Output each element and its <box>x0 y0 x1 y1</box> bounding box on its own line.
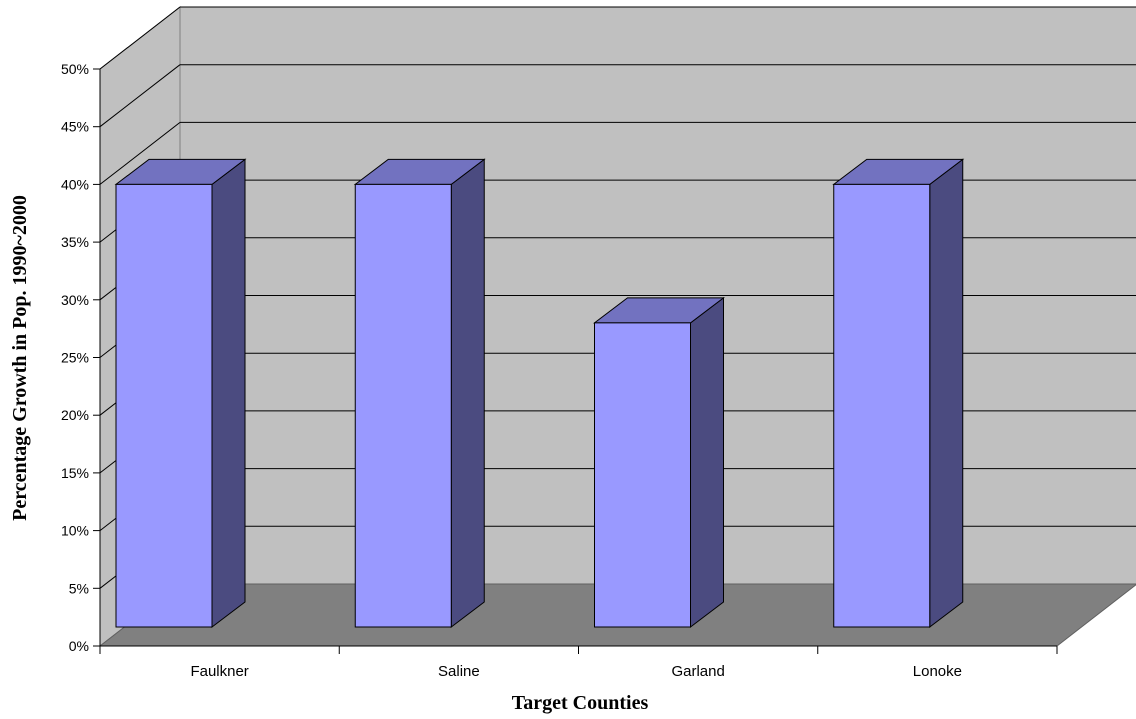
bar <box>353 158 486 629</box>
x-axis-title: Target Counties <box>512 692 649 714</box>
axes <box>93 68 1058 654</box>
x-category-label: Garland <box>671 663 724 680</box>
y-tick-label: 35% <box>61 234 89 250</box>
x-category-labels: Faulkner Saline Garland Lonoke <box>190 663 962 680</box>
bar-front <box>594 322 691 628</box>
gridline-side <box>99 122 181 185</box>
y-axis-title: Percentage Growth in Pop. 1990~2000 <box>9 195 31 521</box>
bar <box>593 296 725 629</box>
bar-front <box>833 183 931 628</box>
x-category-label: Lonoke <box>913 663 962 680</box>
bar <box>832 158 965 629</box>
y-tick-label: 45% <box>61 119 89 135</box>
bar-front <box>354 183 452 628</box>
bar-side <box>929 158 964 629</box>
y-tick-label: 30% <box>61 292 89 308</box>
gridline-side <box>99 6 181 70</box>
y-tick-labels: 0% 5% 10% 15% 20% 25% 30% 35% 40% 45% 50% <box>61 61 89 654</box>
y-tick-label: 10% <box>61 523 89 539</box>
x-category-label: Faulkner <box>190 663 248 680</box>
y-tick-label: 20% <box>61 407 89 423</box>
y-tick-label: 5% <box>69 580 89 596</box>
bar-side <box>690 296 724 629</box>
bar-front <box>115 183 213 628</box>
y-tick-label: 25% <box>61 350 89 366</box>
y-tick-label: 15% <box>61 465 89 481</box>
bar-side <box>211 158 246 629</box>
y-tick-label: 50% <box>61 61 89 77</box>
x-category-label: Saline <box>438 663 480 680</box>
y-tick-label: 0% <box>69 638 89 654</box>
bar <box>114 158 247 629</box>
bars <box>114 158 965 629</box>
gridline-side <box>99 64 181 128</box>
bar-side <box>450 158 485 629</box>
y-tick-label: 40% <box>61 176 89 192</box>
